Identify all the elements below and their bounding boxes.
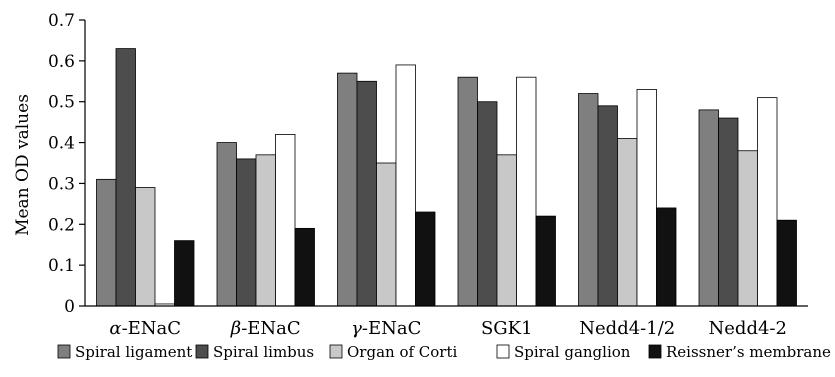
legend-label: Spiral ganglion (514, 343, 631, 361)
legend-swatch (57, 344, 71, 359)
x-category-label: SGK1 (481, 318, 533, 339)
y-tick-label: 0.5 (48, 93, 75, 113)
y-tick-label: 0 (64, 297, 75, 317)
bar-reissner-s-membrane-5 (776, 219, 797, 307)
y-axis-ticks: 0 0.1 0.2 0.3 0.4 0.5 0.6 0.7 (48, 11, 85, 317)
y-tick-label: 0.2 (48, 215, 75, 235)
legend-label: Organ of Corti (347, 343, 457, 361)
y-tick-label: 0.3 (48, 174, 75, 194)
legend-label: Reissner’s membrane (666, 343, 831, 361)
legend: Spiral ligament Spiral limbus Organ of Cor… (57, 343, 831, 361)
legend-label: Spiral ligament (75, 343, 192, 361)
bar-spiral-limbus-3 (477, 101, 498, 307)
x-category-label: α-ENaC (109, 318, 181, 339)
bar-spiral-ligament-5 (698, 109, 719, 307)
bar-spiral-ganglion-4 (636, 89, 657, 307)
bar-reissner-s-membrane-1 (294, 227, 315, 307)
legend-label: Spiral limbus (213, 343, 314, 361)
y-tick-label: 0.4 (48, 134, 75, 154)
bar-spiral-limbus-0 (115, 48, 136, 307)
bar-organ-of-corti-3 (496, 154, 517, 307)
bar-reissner-s-membrane-2 (415, 211, 436, 307)
bar-reissner-s-membrane-4 (656, 207, 677, 307)
bar-spiral-ganglion-5 (757, 97, 778, 307)
bar-organ-of-corti-1 (255, 154, 276, 307)
bar-spiral-ganglion-3 (516, 76, 537, 307)
legend-swatch (195, 344, 209, 359)
legend-swatch (648, 344, 662, 359)
bar-spiral-ligament-0 (96, 178, 117, 307)
bar-spiral-limbus-1 (236, 158, 257, 307)
y-axis-title: Mean OD values (13, 94, 33, 236)
bar-spiral-ligament-2 (337, 72, 358, 307)
bar-spiral-limbus-4 (597, 105, 618, 307)
x-category-label: γ-ENaC (351, 318, 421, 339)
bar-spiral-limbus-5 (718, 117, 739, 307)
x-category-label: Nedd4-1/2 (579, 318, 675, 339)
bar-spiral-ligament-4 (578, 93, 599, 307)
bar-organ-of-corti-5 (737, 150, 758, 307)
bar-spiral-ligament-1 (216, 142, 237, 307)
legend-swatch (329, 344, 343, 359)
bars (96, 48, 797, 307)
bar-organ-of-corti-4 (617, 138, 638, 307)
bar-spiral-limbus-2 (356, 80, 377, 307)
y-tick-label: 0.7 (48, 11, 75, 31)
bar-reissner-s-membrane-3 (535, 215, 556, 307)
bar-spiral-ganglion-2 (395, 64, 416, 307)
bar-spiral-ganglion-1 (275, 133, 296, 307)
x-axis-category-labels: α-ENaC β-ENaC γ-ENaC SGK1 Nedd4-1/2 Nedd4-2 (109, 318, 787, 339)
bar-organ-of-corti-0 (135, 187, 156, 307)
bar-organ-of-corti-2 (376, 162, 397, 307)
bar-spiral-ligament-3 (457, 76, 478, 307)
x-category-label: β-ENaC (230, 318, 301, 339)
x-category-label: Nedd4-2 (709, 318, 787, 339)
legend-swatch (496, 344, 510, 359)
y-tick-label: 0.6 (48, 52, 75, 72)
y-tick-label: 0.1 (48, 256, 75, 276)
bar-reissner-s-membrane-0 (174, 240, 195, 307)
